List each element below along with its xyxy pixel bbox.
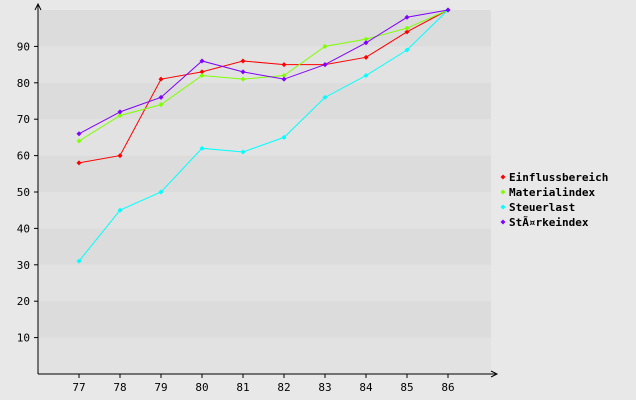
x-tick-label: 78 bbox=[113, 381, 126, 394]
data-point bbox=[281, 73, 287, 79]
y-tick-label: 20 bbox=[17, 295, 30, 308]
x-tick-label: 77 bbox=[72, 381, 85, 394]
axes bbox=[34, 2, 499, 378]
data-point bbox=[199, 58, 205, 64]
data-point bbox=[240, 76, 246, 82]
series-line bbox=[78, 9, 449, 164]
data-point bbox=[158, 102, 164, 108]
grid-band bbox=[38, 192, 491, 229]
series-line bbox=[78, 9, 449, 262]
y-tick-label: 30 bbox=[17, 259, 30, 272]
data-point bbox=[117, 113, 123, 119]
grid-band bbox=[38, 82, 491, 120]
grid-band bbox=[38, 264, 491, 302]
data-point bbox=[322, 94, 328, 100]
data-point bbox=[240, 149, 246, 155]
data-point bbox=[404, 25, 410, 31]
series-line bbox=[78, 9, 449, 135]
data-point bbox=[281, 62, 287, 68]
x-tick-label: 84 bbox=[359, 381, 373, 394]
y-tick-label: 90 bbox=[17, 40, 30, 53]
grid-band bbox=[38, 337, 491, 374]
data-point bbox=[158, 189, 164, 195]
grid-band bbox=[38, 10, 491, 47]
grid-band bbox=[38, 119, 491, 156]
y-tick-label: 40 bbox=[17, 222, 30, 235]
x-axis-arrow bbox=[490, 370, 499, 378]
data-point bbox=[363, 54, 369, 60]
legend-marker bbox=[500, 189, 506, 195]
x-tick-label: 86 bbox=[441, 381, 454, 394]
data-point bbox=[322, 62, 328, 68]
x-tick-label: 81 bbox=[236, 381, 249, 394]
data-point bbox=[76, 258, 82, 264]
series-line bbox=[78, 9, 449, 142]
data-point bbox=[117, 153, 123, 159]
series-3 bbox=[76, 7, 451, 137]
data-point bbox=[76, 138, 82, 144]
legend-entry-label: Steuerlast bbox=[509, 201, 575, 214]
legend-marker bbox=[500, 219, 506, 225]
y-tick-label: 70 bbox=[17, 113, 30, 126]
legend-marker bbox=[500, 174, 506, 180]
data-point bbox=[281, 76, 287, 82]
data-point bbox=[404, 47, 410, 53]
legend-entry-label: Materialindex bbox=[509, 186, 595, 199]
legend: Einflussbereich Materialindex Steuerlast St… bbox=[500, 171, 608, 229]
x-axis-ticks: 77 78 79 80 81 82 83 84 85 86 bbox=[72, 374, 455, 394]
legend-entry-label: StÃ¤rkeindex bbox=[509, 216, 589, 229]
y-tick-label: 80 bbox=[17, 77, 30, 90]
y-tick-label: 10 bbox=[17, 332, 30, 345]
data-point bbox=[199, 69, 205, 75]
data-point bbox=[117, 109, 123, 115]
data-point bbox=[281, 134, 287, 140]
x-tick-label: 79 bbox=[154, 381, 167, 394]
grid-band bbox=[38, 155, 491, 192]
data-point bbox=[199, 145, 205, 151]
grid-band bbox=[38, 46, 491, 83]
data-point bbox=[363, 36, 369, 42]
y-axis-ticks: 10 20 30 40 50 60 70 80 90 bbox=[17, 40, 38, 345]
data-point bbox=[404, 29, 410, 35]
data-point bbox=[117, 207, 123, 213]
data-point bbox=[76, 131, 82, 137]
data-point bbox=[445, 7, 451, 13]
y-tick-label: 50 bbox=[17, 186, 30, 199]
data-point bbox=[199, 73, 205, 79]
data-point bbox=[240, 69, 246, 75]
y-tick-label: 60 bbox=[17, 150, 30, 163]
x-tick-label: 85 bbox=[400, 381, 413, 394]
data-point bbox=[404, 14, 410, 20]
y-axis-arrow bbox=[34, 2, 42, 11]
x-tick-label: 82 bbox=[277, 381, 290, 394]
grid-band bbox=[38, 301, 491, 338]
grid-band bbox=[38, 228, 491, 265]
series-2 bbox=[76, 7, 451, 264]
plot-background-bands bbox=[38, 10, 491, 374]
data-point bbox=[363, 40, 369, 46]
data-point bbox=[322, 43, 328, 49]
legend-entry-label: Einflussbereich bbox=[509, 171, 608, 184]
data-point bbox=[76, 160, 82, 166]
data-point bbox=[240, 58, 246, 64]
data-point bbox=[158, 76, 164, 82]
x-tick-label: 80 bbox=[195, 381, 208, 394]
series-group bbox=[76, 7, 451, 264]
x-tick-label: 83 bbox=[318, 381, 331, 394]
legend-marker bbox=[500, 204, 506, 210]
data-point bbox=[158, 94, 164, 100]
data-point bbox=[363, 73, 369, 79]
